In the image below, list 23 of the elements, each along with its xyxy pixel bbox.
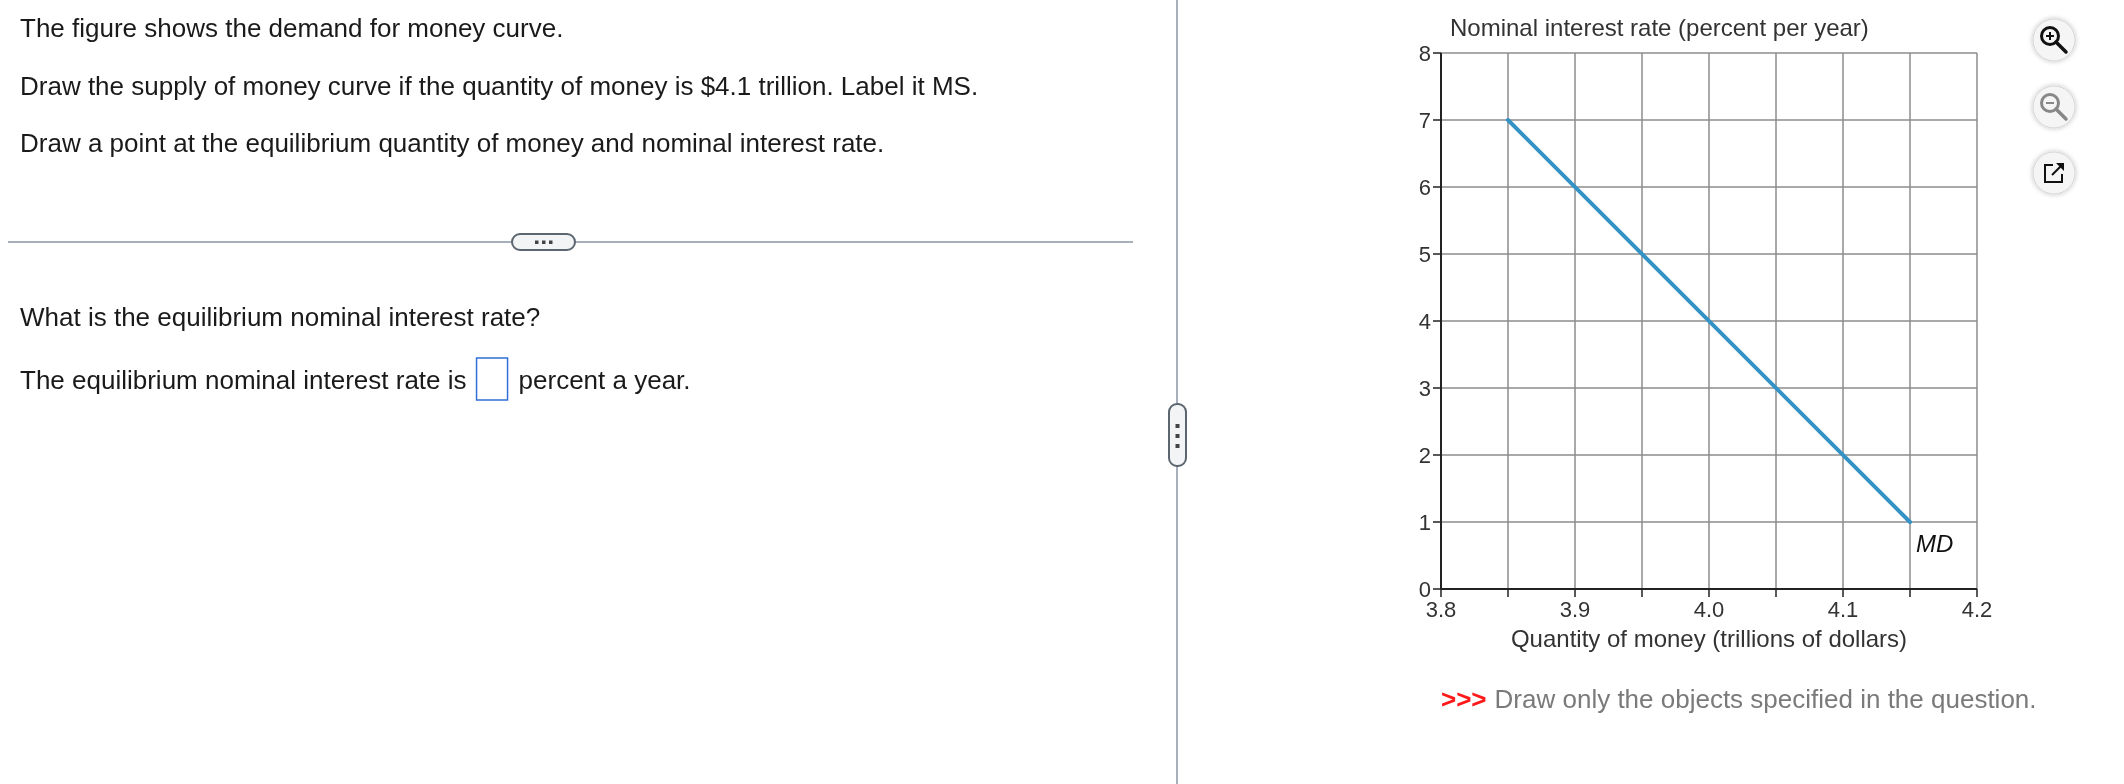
y-tick-label: 3 (1418, 375, 1431, 401)
x-tick-label: 4.0 (1693, 597, 1725, 622)
series-label: MD (1916, 530, 1954, 557)
x-tick-label: 4.1 (1827, 597, 1859, 622)
y-tick-label: 4 (1418, 308, 1431, 334)
y-tick-label: 2 (1418, 442, 1431, 468)
y-axis-title: Nominal interest rate (percent per year) (1450, 14, 1869, 41)
x-axis-title: Quantity of money (trillions of dollars) (1510, 625, 1908, 652)
text: Draw only the objects specified in the question. (1494, 684, 2037, 714)
y-tick-label: 5 (1418, 241, 1431, 267)
x-tick-label: 3.9 (1559, 597, 1591, 622)
text: The equilibrium nominal interest rate is (20, 365, 467, 395)
y-tick-label: 6 (1418, 174, 1431, 200)
y-tick-label: 1 (1418, 509, 1431, 535)
text: percent a year. (518, 365, 691, 395)
x-tick-label: 4.2 (1961, 597, 1993, 622)
text: The figure shows the demand for money curve. (20, 13, 564, 43)
y-tick-label: 7 (1418, 107, 1431, 133)
text: >>> (1441, 684, 1487, 714)
text: Draw the supply of money curve if the quantity of money is $4.1 trillion. Label it MS. (20, 71, 979, 101)
text: What is the equilibrium nominal interest rate? (20, 302, 541, 332)
y-tick-label: 8 (1418, 40, 1431, 66)
text: Draw a point at the equilibrium quantity of money and nominal interest rate. (20, 128, 885, 158)
